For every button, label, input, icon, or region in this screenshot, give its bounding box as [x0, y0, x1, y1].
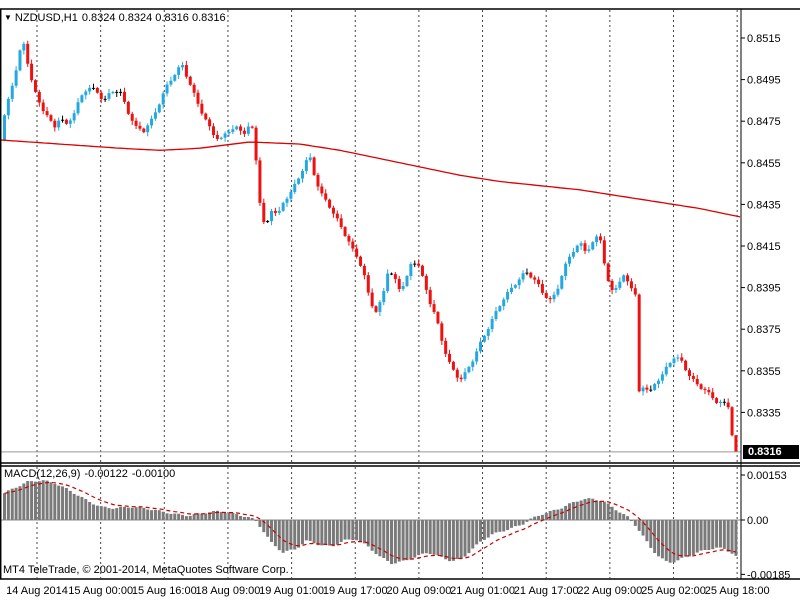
- svg-text:22 Aug 09:00: 22 Aug 09:00: [577, 585, 642, 597]
- svg-text:0.8455: 0.8455: [747, 158, 781, 170]
- svg-text:19 Aug 01:00: 19 Aug 01:00: [259, 585, 324, 597]
- svg-text:0.8395: 0.8395: [747, 283, 781, 295]
- chart-header: ▼ NZDUSD,H1 0.8324 0.8324 0.8316 0.8316: [4, 11, 230, 25]
- collapse-indicator-icon[interactable]: ▼: [4, 13, 12, 22]
- svg-text:18 Aug 09:00: 18 Aug 09:00: [196, 585, 261, 597]
- ohlc-values: 0.8324 0.8324 0.8316 0.8316: [81, 12, 226, 24]
- svg-text:0.8375: 0.8375: [747, 324, 781, 336]
- symbol-timeframe-label: NZDUSD,H1: [14, 12, 78, 24]
- svg-text:0.00: 0.00: [747, 515, 768, 527]
- svg-text:21 Aug 01:00: 21 Aug 01:00: [450, 585, 515, 597]
- indicator-signal-value: -0.00100: [131, 468, 176, 480]
- svg-text:21 Aug 17:00: 21 Aug 17:00: [514, 585, 579, 597]
- svg-text:-0.00185: -0.00185: [747, 569, 790, 581]
- svg-text:15 Aug 00:00: 15 Aug 00:00: [68, 585, 133, 597]
- svg-text:25 Aug 02:00: 25 Aug 02:00: [641, 585, 706, 597]
- svg-text:19 Aug 17:00: 19 Aug 17:00: [323, 585, 388, 597]
- svg-text:0.8355: 0.8355: [747, 366, 781, 378]
- svg-text:0.8335: 0.8335: [747, 407, 781, 419]
- svg-text:0.8515: 0.8515: [747, 33, 781, 45]
- svg-text:0.00153: 0.00153: [747, 470, 787, 482]
- copyright-label: MT4 TeleTrade, © 2001-2014, MetaQuotes S…: [3, 564, 289, 576]
- svg-text:14 Aug 2014: 14 Aug 2014: [6, 585, 68, 597]
- svg-text:0.8415: 0.8415: [747, 241, 781, 253]
- current-price-tag: 0.8316: [743, 445, 799, 459]
- indicator-main-value: -0.00122: [84, 468, 128, 480]
- svg-text:0.8495: 0.8495: [747, 75, 781, 87]
- svg-text:0.8435: 0.8435: [747, 199, 781, 211]
- indicator-name-label: MACD(12,26,9): [4, 468, 81, 480]
- svg-text:25 Aug 18:00: 25 Aug 18:00: [705, 585, 770, 597]
- svg-text:20 Aug 09:00: 20 Aug 09:00: [386, 585, 451, 597]
- indicator-header: MACD(12,26,9) -0.00122 -0.00100: [4, 468, 179, 481]
- svg-text:0.8475: 0.8475: [747, 116, 781, 128]
- svg-text:15 Aug 16:00: 15 Aug 16:00: [132, 585, 197, 597]
